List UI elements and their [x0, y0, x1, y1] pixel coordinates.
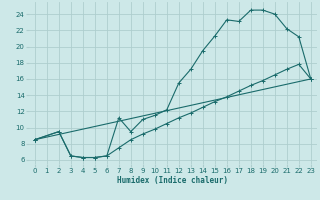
X-axis label: Humidex (Indice chaleur): Humidex (Indice chaleur): [117, 176, 228, 185]
